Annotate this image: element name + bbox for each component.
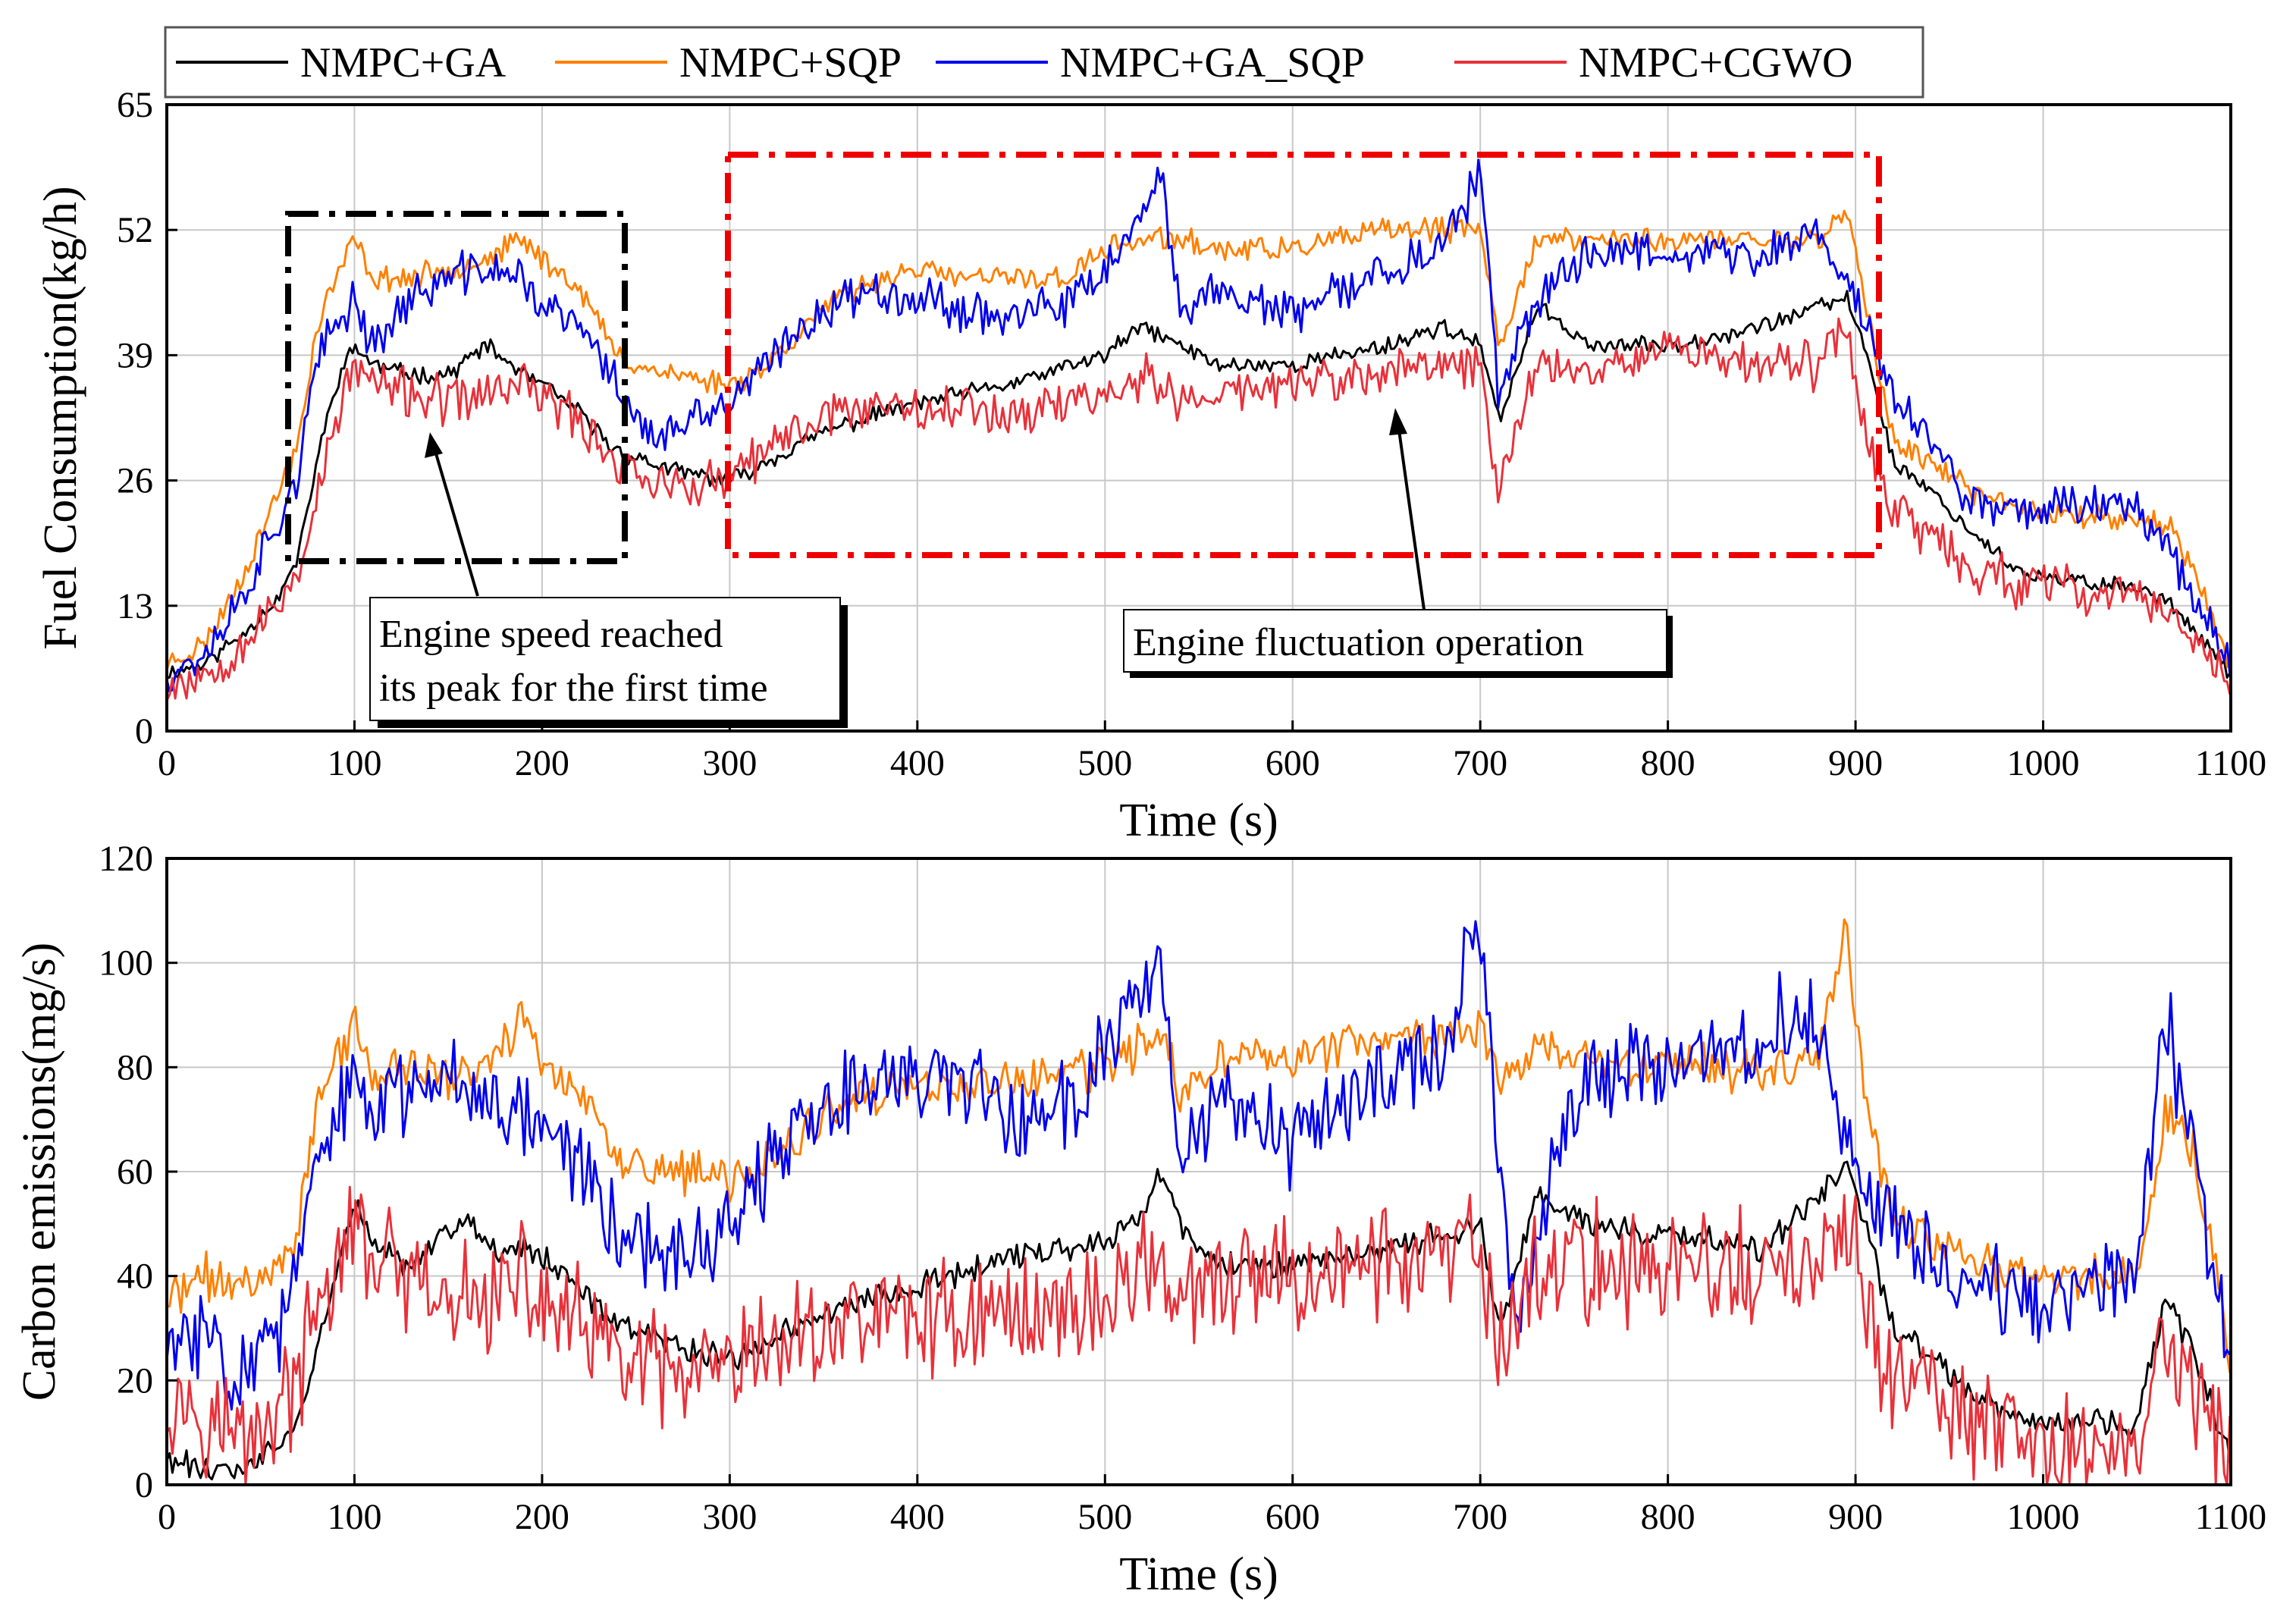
carbon-x-tick-label: 700 <box>1453 1497 1507 1537</box>
fuel-x-tick-label: 1000 <box>2007 743 2080 783</box>
carbon-series-nmpc-sqp <box>166 918 2232 1373</box>
carbon-x-axis-label: Time (s) <box>1119 1549 1278 1600</box>
annotation-fluctuation-text: Engine fluctuation operation <box>1133 621 1584 664</box>
legend-label-nmpc-cgwo: NMPC+CGWO <box>1579 39 1852 86</box>
fuel-x-tick-label: 600 <box>1266 743 1320 783</box>
fuel-consumption-chart: 0 100 200 300 400 500 600 700 800 900 1000 1100 0 13 2… <box>35 85 2266 846</box>
annotation-first-peak-line-2: its peak for the first time <box>379 667 768 710</box>
first-peak-highlight-box <box>285 211 628 564</box>
fuel-series-nmpc-sqp <box>165 209 2230 670</box>
carbon-x-tick-label: 1100 <box>2195 1497 2266 1537</box>
carbon-emissions-chart: 0 100 200 300 400 500 600 700 800 900 1000 1100 0 20 4… <box>14 839 2266 1600</box>
carbon-x-tick-label: 900 <box>1828 1497 1883 1537</box>
carbon-y-tick-label: 0 <box>135 1465 153 1505</box>
fuel-x-tick-label: 800 <box>1641 743 1695 783</box>
fuel-y-tick-label: 52 <box>117 210 153 250</box>
fuel-x-tick-label: 0 <box>158 743 176 783</box>
legend: NMPC+GA NMPC+SQP NMPC+GA_SQP NMPC+CGWO <box>164 26 1924 99</box>
carbon-ticks: 0 100 200 300 400 500 600 700 800 900 1000 1100 0 20 4… <box>99 839 2266 1537</box>
annotation-fluctuation-box <box>1123 609 1667 673</box>
carbon-x-tick-label: 600 <box>1266 1497 1320 1537</box>
carbon-y-tick-label: 100 <box>99 943 153 984</box>
fuel-series-group <box>165 158 2232 701</box>
annotation-first-peak-arrowhead <box>425 432 443 458</box>
carbon-series-group <box>165 918 2232 1486</box>
fuel-series-nmpc-ga <box>166 290 2232 679</box>
carbon-y-tick-label: 120 <box>99 839 153 879</box>
legend-label-nmpc-sqp: NMPC+SQP <box>679 39 902 86</box>
carbon-x-tick-label: 500 <box>1077 1497 1132 1537</box>
carbon-x-tick-label: 400 <box>890 1497 945 1537</box>
carbon-series-nmpc-ga-sqp <box>165 920 2232 1411</box>
fuel-x-tick-label: 200 <box>515 743 569 783</box>
legend-label-nmpc-ga: NMPC+GA <box>300 39 507 86</box>
fuel-series-nmpc-cgwo <box>165 317 2232 701</box>
carbon-y-tick-label: 80 <box>117 1047 153 1087</box>
fuel-plot-frame <box>165 103 2232 733</box>
carbon-x-tick-label: 1000 <box>2007 1497 2080 1537</box>
annotation-fluctuation-arrowhead <box>1389 408 1407 435</box>
carbon-y-tick-label: 40 <box>117 1257 153 1297</box>
fuel-x-tick-label: 400 <box>890 743 945 783</box>
annotation-first-peak-box <box>369 597 841 721</box>
annotation-first-peak: Engine speed reached its peak for the fi… <box>369 432 848 728</box>
fuel-x-tick-label: 500 <box>1077 743 1132 783</box>
carbon-grid <box>167 858 2231 1485</box>
fuel-y-tick-label: 0 <box>135 711 153 752</box>
carbon-y-axis-label: Carbon emissions(mg/s) <box>14 943 65 1401</box>
fuel-x-axis-label: Time (s) <box>1119 795 1278 846</box>
carbon-x-tick-label: 300 <box>702 1497 757 1537</box>
carbon-x-tick-label: 100 <box>327 1497 381 1537</box>
annotation-first-peak-arrow-line <box>432 445 479 597</box>
fuel-series-nmpc-ga-sqp <box>165 158 2232 693</box>
carbon-series-nmpc-cgwo <box>165 1185 2232 1486</box>
fuel-x-tick-label: 900 <box>1828 743 1883 783</box>
carbon-x-tick-label: 0 <box>158 1497 176 1537</box>
fuel-x-tick-label: 100 <box>327 743 381 783</box>
annotation-fluctuation: Engine fluctuation operation <box>1123 408 1673 678</box>
carbon-y-tick-label: 60 <box>117 1152 153 1192</box>
fuel-ticks: 0 100 200 300 400 500 600 700 800 900 1000 1100 0 13 2… <box>117 85 2266 783</box>
fuel-y-axis-label: Fuel Consumption(kg/h) <box>35 186 86 649</box>
fuel-y-tick-label: 26 <box>117 461 153 501</box>
carbon-x-tick-label: 200 <box>515 1497 569 1537</box>
fuel-y-tick-label: 65 <box>117 85 153 125</box>
annotation-fluctuation-arrow-line <box>1397 424 1426 610</box>
fuel-y-tick-label: 39 <box>117 335 153 375</box>
carbon-series-nmpc-ga <box>165 1160 2232 1481</box>
fuel-x-tick-label: 1100 <box>2195 743 2266 783</box>
fuel-y-tick-label: 13 <box>117 586 153 626</box>
legend-label-nmpc-ga-sqp: NMPC+GA_SQP <box>1060 39 1365 86</box>
annotation-first-peak-line-1: Engine speed reached <box>379 613 723 656</box>
fluctuation-highlight-box <box>725 152 1882 558</box>
fuel-x-tick-label: 300 <box>702 743 757 783</box>
fuel-x-tick-label: 700 <box>1453 743 1507 783</box>
carbon-x-tick-label: 800 <box>1641 1497 1695 1537</box>
carbon-y-tick-label: 20 <box>117 1360 153 1401</box>
